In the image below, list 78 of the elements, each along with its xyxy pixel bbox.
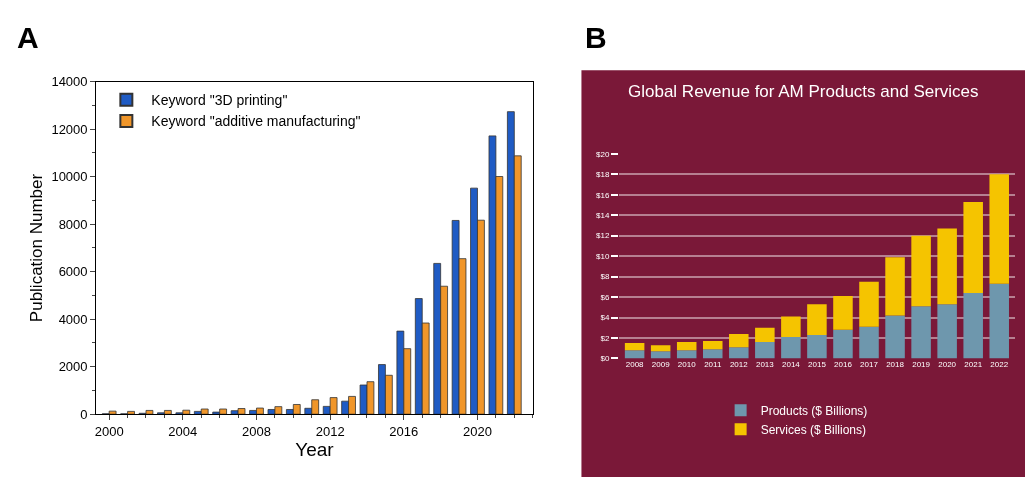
- x-tick-label: 2012: [315, 423, 345, 439]
- bar: [755, 327, 775, 343]
- y-tick-label: $8: [600, 272, 610, 282]
- bar: [676, 342, 697, 351]
- bar: [859, 326, 879, 359]
- y-tick-label: $18: [596, 170, 610, 180]
- x-tick-label: 2016: [389, 423, 419, 439]
- y-tick-label: 14000: [51, 74, 88, 90]
- chart-title: Global Revenue for AM Products and Services: [628, 82, 979, 101]
- bar: [781, 336, 801, 359]
- x-tick-label: 2000: [94, 423, 124, 439]
- bar: [702, 341, 723, 350]
- bar: [729, 333, 749, 348]
- x-tick-label: 2016: [834, 360, 853, 370]
- x-tick-label: 2013: [755, 360, 775, 370]
- y-axis-title: Publication Number: [26, 173, 46, 323]
- bar: [859, 281, 879, 327]
- bar: [807, 334, 827, 359]
- x-tick-label: 2022: [990, 360, 1009, 370]
- y-tick-label: 12000: [51, 121, 88, 137]
- x-tick-label: 2017: [860, 360, 879, 370]
- legend-label: Keyword "3D printing": [151, 92, 288, 109]
- y-tick-label: $14: [596, 211, 610, 221]
- x-tick-label: 2021: [964, 360, 983, 370]
- bar: [624, 350, 645, 359]
- x-tick-label: 2004: [168, 423, 198, 439]
- bar: [937, 304, 957, 359]
- y-tick-label: $0: [600, 354, 610, 364]
- bar: [729, 347, 749, 359]
- text: A: [17, 21, 39, 54]
- bar: [650, 351, 671, 359]
- legend-label: Services ($ Billions): [760, 422, 866, 437]
- bar: [833, 329, 853, 359]
- bar: [833, 296, 853, 330]
- x-tick-label: 2014: [781, 360, 801, 370]
- legend-label: Products ($ Billions): [760, 403, 868, 418]
- bar: [807, 304, 827, 335]
- y-tick-label: 10000: [51, 169, 88, 185]
- y-tick-label: $16: [596, 190, 610, 200]
- x-tick-label: 2020: [938, 360, 957, 370]
- y-tick-label: 4000: [58, 311, 88, 327]
- x-tick-label: 2020: [463, 423, 492, 439]
- bar: [885, 315, 905, 359]
- x-tick-label: 2008: [625, 360, 645, 370]
- y-tick-label: $2: [600, 333, 610, 343]
- bar: [937, 228, 957, 305]
- y-tick-label: 0: [80, 406, 88, 422]
- bar: [702, 349, 723, 359]
- bar: [781, 316, 801, 337]
- bar: [676, 350, 697, 359]
- y-tick-label: $10: [596, 251, 610, 261]
- bar: [989, 283, 1009, 359]
- x-tick-label: 2011: [704, 360, 722, 370]
- x-tick-label: 2019: [912, 360, 931, 370]
- text: B: [585, 21, 607, 54]
- bar: [885, 257, 905, 316]
- bar: [650, 345, 671, 352]
- bar: [963, 292, 983, 359]
- y-tick-label: $6: [600, 292, 610, 302]
- x-tick-label: 2018: [886, 360, 905, 370]
- bar: [911, 235, 931, 307]
- y-tick-label: $4: [600, 313, 610, 323]
- x-axis-title: Year: [295, 438, 335, 460]
- x-tick-label: 2010: [677, 360, 697, 370]
- bar: [624, 343, 645, 351]
- y-tick-label: 6000: [58, 264, 88, 280]
- x-tick-label: 2015: [808, 360, 827, 370]
- y-tick-label: $12: [596, 231, 610, 241]
- y-tick-label: $20: [596, 149, 610, 159]
- y-tick-label: 8000: [58, 216, 88, 232]
- bar: [989, 174, 1009, 284]
- x-tick-label: 2012: [729, 360, 749, 370]
- x-tick-label: 2009: [651, 360, 671, 370]
- bar: [963, 201, 983, 293]
- legend-label: Keyword "additive manufacturing": [151, 113, 361, 130]
- bar: [755, 342, 775, 359]
- x-tick-label: 2008: [242, 423, 271, 439]
- bar: [911, 306, 931, 359]
